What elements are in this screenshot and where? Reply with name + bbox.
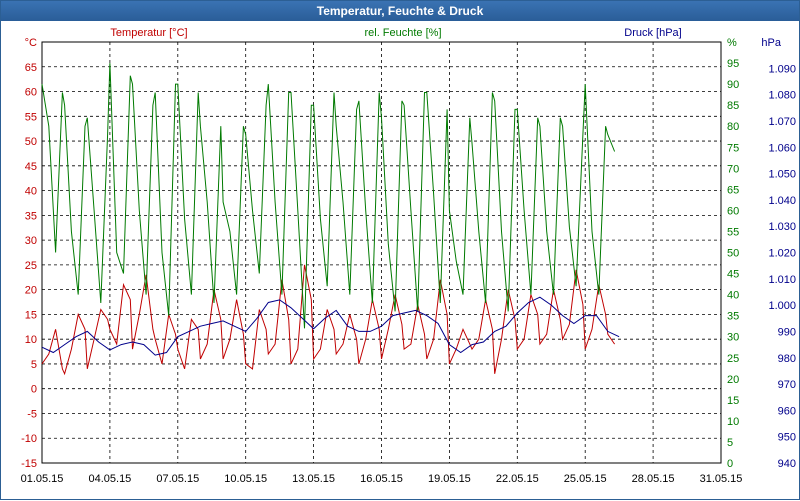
x-tick-label: 04.05.15 xyxy=(88,473,131,485)
temperature-tick-label: 35 xyxy=(25,210,37,222)
x-tick-label: 16.05.15 xyxy=(360,473,403,485)
temperature-tick-label: 5 xyxy=(31,359,37,371)
humidity-tick-label: 90 xyxy=(727,79,739,91)
temperature-tick-label: 60 xyxy=(25,87,37,99)
temperature-tick-label: 45 xyxy=(25,161,37,173)
humidity-tick-label: 35 xyxy=(727,311,739,323)
humidity-tick-label: 70 xyxy=(727,163,739,175)
humidity-tick-label: 75 xyxy=(727,142,739,154)
temperature-tick-label: -5 xyxy=(27,408,37,420)
temperature-tick-label: 55 xyxy=(25,111,37,123)
humidity-tick-label: 0 xyxy=(727,458,733,470)
pressure-tick-label: 960 xyxy=(778,405,796,417)
x-tick-label: 25.05.15 xyxy=(564,473,607,485)
temperature-tick-label: -10 xyxy=(21,433,37,445)
x-tick-label: 28.05.15 xyxy=(632,473,675,485)
humidity-unit-label: % xyxy=(727,37,737,49)
pressure-tick-label: 990 xyxy=(778,326,796,338)
humidity-tick-label: 10 xyxy=(727,416,739,428)
x-tick-label: 10.05.15 xyxy=(224,473,267,485)
pressure-tick-label: 1.060 xyxy=(768,142,796,154)
pressure-tick-label: 1.020 xyxy=(768,248,796,260)
humidity-tick-label: 25 xyxy=(727,353,739,365)
series-line-pressure xyxy=(41,296,620,356)
humidity-tick-label: 30 xyxy=(727,332,739,344)
pressure-tick-label: 950 xyxy=(778,432,796,444)
series-group xyxy=(41,63,620,376)
pressure-tick-label: 1.090 xyxy=(768,63,796,75)
temperature-tick-label: 20 xyxy=(25,285,37,297)
pressure-tick-label: 1.000 xyxy=(768,300,796,312)
humidity-axis-title: rel. Feuchte [%] xyxy=(364,27,441,39)
pressure-tick-label: 970 xyxy=(778,379,796,391)
x-tick-label: 31.05.15 xyxy=(700,473,743,485)
pressure-tick-label: 1.070 xyxy=(768,116,796,128)
x-tick-label: 07.05.15 xyxy=(156,473,199,485)
temperature-tick-label: 40 xyxy=(25,186,37,198)
humidity-tick-label: 85 xyxy=(727,100,739,112)
humidity-tick-label: 95 xyxy=(727,58,739,70)
humidity-tick-label: 15 xyxy=(727,395,739,407)
pressure-tick-label: 1.050 xyxy=(768,169,796,181)
humidity-tick-label: 55 xyxy=(727,226,739,238)
humidity-tick-label: 65 xyxy=(727,184,739,196)
temperature-tick-label: 25 xyxy=(25,260,37,272)
temperature-unit-label: °C xyxy=(25,37,37,49)
pressure-tick-label: 1.010 xyxy=(768,274,796,286)
series-line-temperature xyxy=(41,264,616,376)
humidity-tick-label: 40 xyxy=(727,290,739,302)
pressure-tick-label: 1.030 xyxy=(768,221,796,233)
pressure-tick-label: 1.040 xyxy=(768,195,796,207)
temperature-tick-label: -15 xyxy=(21,458,37,470)
window-title: Temperatur, Feuchte & Druck xyxy=(1,1,799,21)
pressure-tick-label: 940 xyxy=(778,458,796,470)
temperature-tick-label: 50 xyxy=(25,136,37,148)
humidity-tick-label: 60 xyxy=(727,205,739,217)
humidity-tick-label: 45 xyxy=(727,269,739,281)
temperature-tick-label: 10 xyxy=(25,334,37,346)
pressure-unit-label: hPa xyxy=(761,37,781,49)
humidity-tick-label: 80 xyxy=(727,121,739,133)
x-tick-label: 22.05.15 xyxy=(496,473,539,485)
grid xyxy=(41,41,722,464)
x-tick-label: 19.05.15 xyxy=(428,473,471,485)
humidity-tick-label: 5 xyxy=(727,437,733,449)
series-line-humidity xyxy=(41,63,616,329)
temperature-tick-label: 15 xyxy=(25,309,37,321)
pressure-tick-label: 1.080 xyxy=(768,90,796,102)
temperature-tick-label: 30 xyxy=(25,235,37,247)
x-tick-label: 13.05.15 xyxy=(292,473,335,485)
x-tick-label: 01.05.15 xyxy=(21,473,64,485)
temperature-axis-title: Temperatur [°C] xyxy=(110,27,187,39)
pressure-axis-title: Druck [hPa] xyxy=(624,27,681,39)
pressure-tick-label: 980 xyxy=(778,353,796,365)
humidity-tick-label: 50 xyxy=(727,248,739,260)
humidity-tick-label: 20 xyxy=(727,374,739,386)
temperature-tick-label: 65 xyxy=(25,62,37,74)
temperature-tick-label: 0 xyxy=(31,384,37,396)
axes: -15 -10 -5 0 5 10 15 20 25 30 35 40 45 50 55 60 65 °C 0 5 10… xyxy=(21,27,796,485)
